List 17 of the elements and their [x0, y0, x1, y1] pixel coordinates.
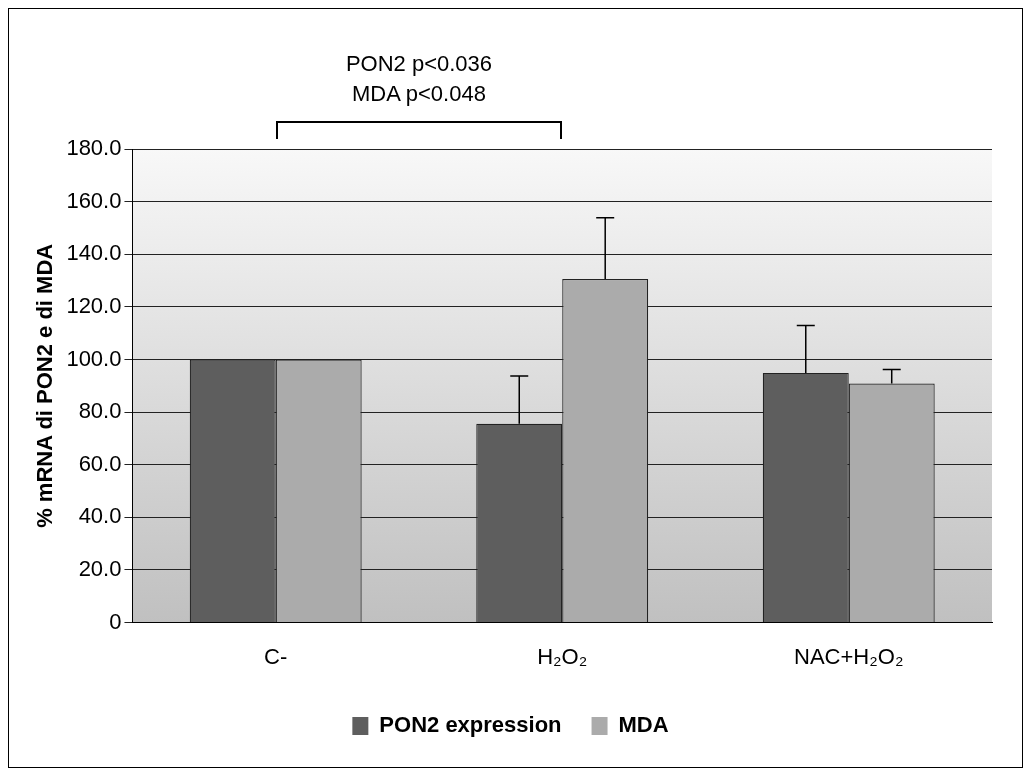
- x-tick-label: C-: [264, 643, 288, 669]
- y-tick-label: 160.0: [66, 187, 122, 213]
- y-tick-label: 120.0: [66, 292, 122, 318]
- y-tick-label: 100.0: [66, 345, 122, 371]
- text: PON2 p<0.036 MDA p<0.048: [344, 50, 494, 108]
- y-tick-label: 40.0: [78, 503, 122, 529]
- y-tick-label: 0: [109, 608, 122, 634]
- y-tick-label: 20.0: [78, 556, 122, 582]
- y-tick-label: 80.0: [78, 398, 122, 424]
- legend-label: MDA: [618, 712, 669, 738]
- y-axis-title: % mRNA di PON2 e di MDA: [32, 243, 58, 528]
- x-tick-label: NAC+H₂O₂: [794, 643, 904, 669]
- y-tick-label: 140.0: [66, 240, 122, 266]
- legend-label: PON2 expression: [379, 712, 562, 738]
- y-tick-label: 60.0: [78, 450, 122, 476]
- y-tick-label: 180.0: [66, 135, 122, 161]
- x-tick-label: H₂O₂: [537, 643, 588, 669]
